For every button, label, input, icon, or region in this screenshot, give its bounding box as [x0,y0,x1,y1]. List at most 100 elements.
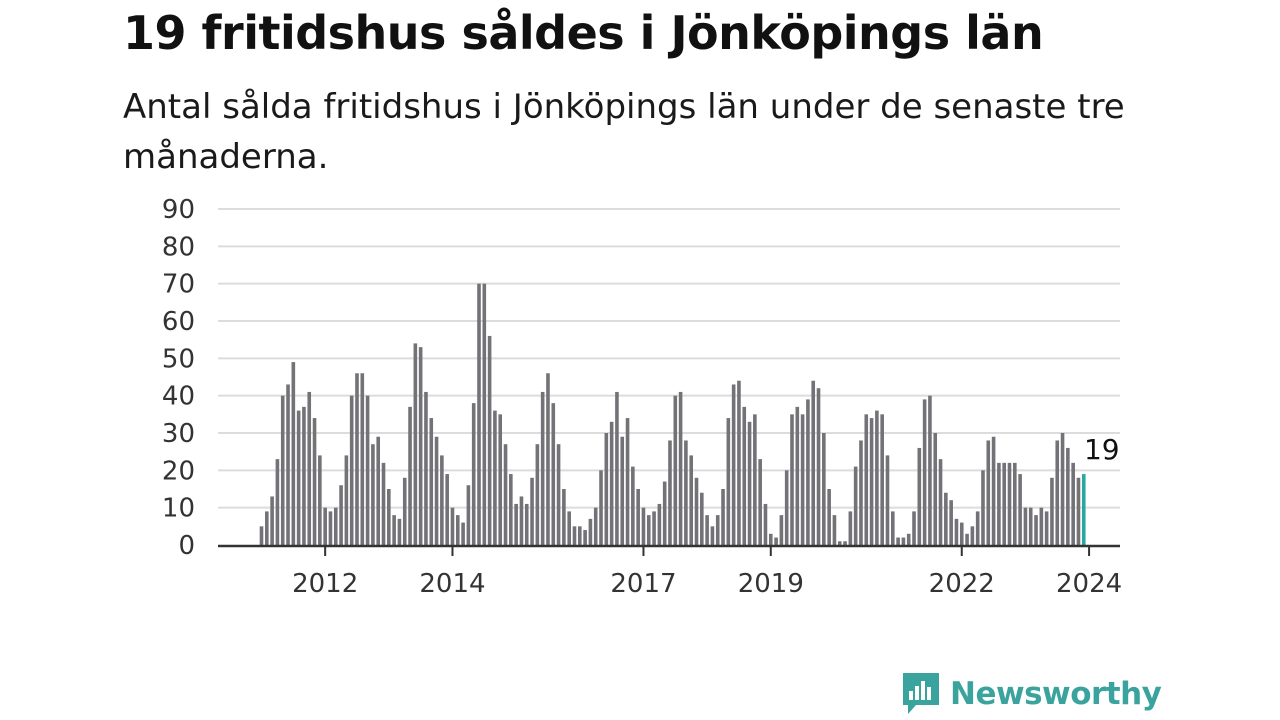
bar [387,489,391,545]
bar [625,418,630,545]
bar [906,533,911,545]
y-tick-label: 60 [162,307,195,337]
bar [827,489,831,545]
bar [413,343,418,545]
bar [710,526,715,545]
bar [265,511,269,545]
bar [631,466,635,545]
bar [588,518,593,545]
bar [333,507,338,545]
bar [991,436,996,545]
y-tick-label: 70 [162,270,195,300]
bar [1018,474,1022,545]
bar [816,388,821,545]
bar [684,440,688,545]
y-tick-label: 50 [162,344,195,374]
x-tick-label: 2022 [929,569,995,599]
bar [1034,515,1038,545]
bar [429,418,434,545]
bar [466,485,471,545]
bar [546,373,550,545]
bar [949,500,953,545]
bar [455,515,460,545]
bar [779,515,784,545]
bar [551,403,556,545]
bar [604,433,609,545]
bar [1007,462,1012,545]
x-tick-label: 2014 [419,569,485,599]
chart-title: 19 fritidshus såldes i Jönköpings län [123,6,1044,60]
bar [944,492,948,545]
bar [646,515,651,545]
bar [556,444,561,545]
y-tick-label: 20 [162,456,195,486]
bar [705,515,709,545]
bar [843,541,847,545]
bar [806,399,810,545]
bar [397,518,402,545]
bar [715,515,720,545]
bar-highlight [1081,474,1086,545]
bar [402,477,407,545]
bar [731,384,736,545]
bar [296,410,301,545]
bar [768,533,773,545]
bar [800,414,805,545]
bar [875,410,879,545]
bar [1044,511,1049,545]
bar [668,440,672,545]
bar [371,444,375,545]
bar [811,380,816,545]
bar [318,455,322,545]
bar [519,496,524,545]
bar [392,515,396,545]
bar [524,503,529,545]
bar [530,477,534,545]
bar [853,466,858,545]
bar [742,406,747,545]
x-tick-label: 2017 [610,569,676,599]
bar [890,511,895,545]
bar [657,503,662,545]
bar [678,391,683,545]
bar [1055,440,1060,545]
bar [700,492,704,545]
bar [599,470,603,545]
bar [424,391,428,545]
bar [1071,462,1075,545]
bar [832,515,837,545]
bar [662,481,667,545]
bar [837,541,842,545]
bar [381,462,386,545]
bar [280,395,285,545]
bar [509,474,513,545]
y-tick-label: 30 [162,419,195,449]
bar [365,395,370,545]
bar [1076,477,1081,545]
bar [434,436,439,545]
bar [572,526,577,545]
bar [440,455,444,545]
bar [408,406,412,545]
bar [1039,507,1044,545]
bar [583,530,587,545]
bar [1028,507,1033,545]
bar [859,440,863,545]
bar [933,433,938,545]
bar [1050,477,1054,545]
bar [885,455,890,545]
bar [673,395,678,545]
bar [1023,507,1028,545]
bar [636,489,640,545]
x-tick-label: 2012 [292,569,358,599]
bar [291,362,296,545]
bar [615,391,619,545]
bar [896,537,900,545]
bar [418,347,423,545]
x-axis: 2012 2014 2017 2019 2022 2024 [218,544,1122,599]
bar [445,474,449,545]
bar [1066,447,1070,545]
chart-subtitle: Antal sålda fritidshus i Jönköpings län … [123,87,1125,177]
bar [641,507,646,545]
bar [928,395,932,545]
